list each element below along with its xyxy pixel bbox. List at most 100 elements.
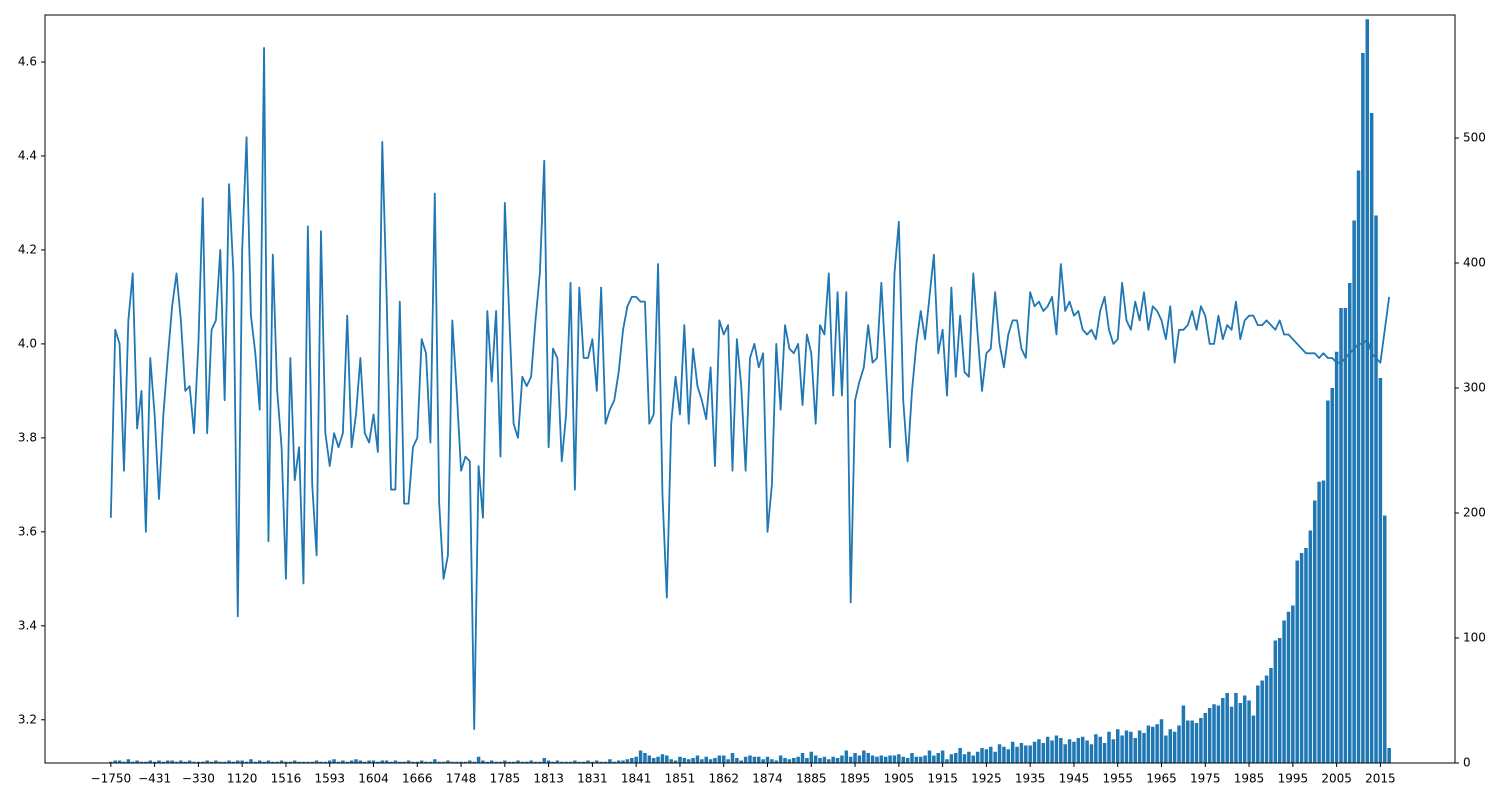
bar: [1172, 731, 1177, 763]
bar: [761, 759, 765, 763]
bar: [1186, 720, 1190, 763]
bar: [630, 758, 634, 763]
bar: [805, 758, 809, 763]
bar: [573, 760, 577, 763]
bar: [345, 761, 349, 763]
bar: [284, 761, 288, 763]
bar: [813, 755, 818, 763]
bar: [1115, 729, 1120, 763]
bar: [1076, 738, 1081, 763]
x-tick-label: 1813: [533, 772, 564, 786]
bar: [940, 750, 945, 763]
y-tick-label: 3.8: [18, 430, 37, 444]
bar: [419, 760, 424, 763]
x-tick-label: 1785: [490, 772, 521, 786]
bar: [1365, 19, 1370, 763]
bar: [533, 761, 538, 763]
x-tick-label: 1604: [358, 772, 389, 786]
bar: [1273, 640, 1278, 763]
bar: [1260, 680, 1264, 763]
bar: [393, 760, 398, 763]
bar: [1317, 481, 1321, 763]
bar: [568, 761, 573, 763]
x-tick-label: 1120: [227, 772, 258, 786]
bar: [879, 755, 884, 763]
bar: [1247, 700, 1251, 763]
bar: [384, 760, 389, 763]
bar: [984, 749, 989, 763]
bar: [1028, 745, 1032, 763]
bar: [1326, 400, 1330, 763]
bar: [306, 761, 310, 763]
bar: [875, 756, 879, 763]
bar: [498, 761, 503, 763]
bar: [857, 755, 862, 763]
bar: [783, 758, 787, 763]
bar: [735, 758, 739, 763]
bar: [625, 759, 630, 763]
bar: [1111, 739, 1116, 763]
bar: [179, 760, 183, 763]
bar: [590, 761, 595, 763]
bar: [1063, 744, 1067, 763]
bar: [1194, 723, 1199, 763]
bar: [301, 761, 306, 763]
bar: [411, 761, 415, 763]
bar: [1374, 215, 1378, 763]
bar: [739, 760, 743, 763]
bar: [1041, 743, 1046, 763]
bar: [516, 760, 520, 763]
bar: [253, 761, 258, 763]
bar: [109, 761, 113, 763]
bar: [1229, 706, 1234, 763]
bar: [1181, 705, 1186, 763]
bar: [507, 761, 511, 763]
bar: [1129, 731, 1133, 763]
bar: [489, 760, 494, 763]
bar: [113, 760, 117, 763]
bar: [1054, 735, 1059, 763]
bar: [1216, 705, 1221, 763]
bar: [454, 761, 459, 763]
bar: [249, 759, 253, 763]
bar: [656, 756, 660, 763]
bar: [122, 761, 126, 763]
y2-tick-label: 0: [1463, 756, 1471, 770]
x-tick-label: 1851: [665, 772, 696, 786]
y2-tick-label: 500: [1463, 131, 1486, 145]
y-tick-label: 3.2: [18, 712, 37, 726]
x-tick-label: 1935: [1015, 772, 1046, 786]
bar: [1312, 500, 1317, 763]
bar: [975, 751, 980, 763]
bar: [787, 759, 792, 763]
bar: [897, 754, 901, 763]
bar: [809, 751, 814, 763]
bar: [433, 759, 437, 763]
y2-tick-label: 100: [1463, 631, 1486, 645]
bar: [192, 761, 196, 763]
bar: [1352, 220, 1356, 763]
bar: [831, 756, 835, 763]
bar: [1002, 746, 1006, 763]
x-tick-label: −1750: [91, 772, 132, 786]
bar: [1334, 351, 1339, 763]
bar: [472, 761, 476, 763]
bar: [511, 761, 516, 763]
bar: [586, 760, 590, 763]
x-tick-label: 1862: [708, 772, 739, 786]
bar: [367, 760, 371, 763]
bar: [612, 761, 617, 763]
line: [109, 46, 1391, 731]
bar: [240, 760, 244, 763]
bar: [1177, 725, 1181, 763]
bar: [542, 758, 546, 763]
bar: [231, 761, 236, 763]
bar: [1015, 746, 1019, 763]
bar: [1286, 611, 1291, 763]
bar: [459, 761, 463, 763]
bar: [1085, 740, 1089, 763]
y-tick-label: 3.6: [18, 524, 37, 538]
bar: [678, 756, 682, 763]
bar: [932, 755, 936, 763]
